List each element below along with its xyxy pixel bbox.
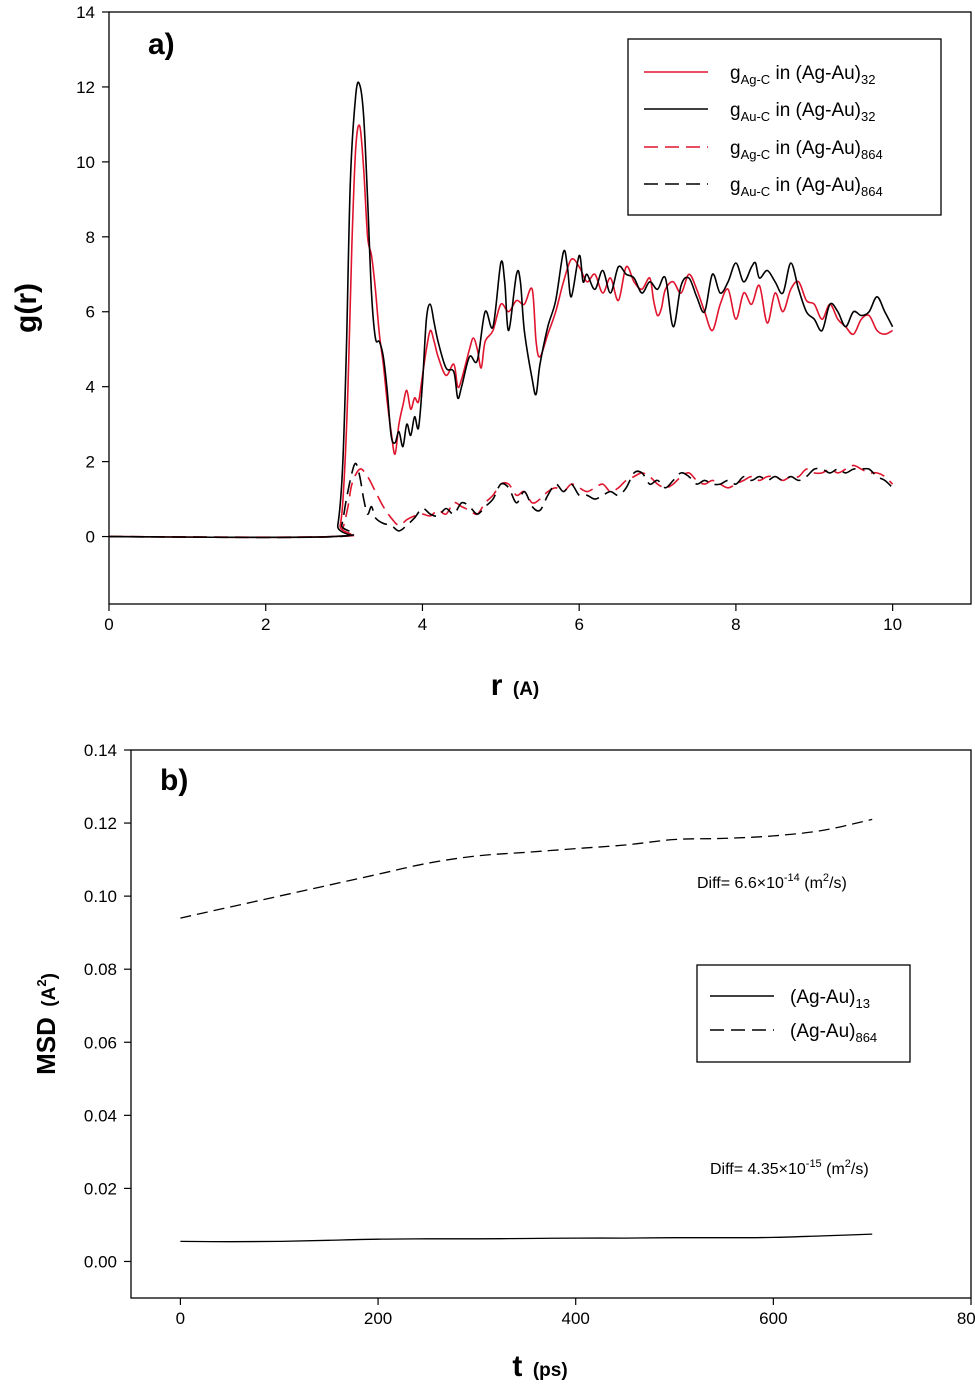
y-tick-label: 10: [76, 153, 95, 172]
x-tick-label: 6: [574, 615, 583, 634]
legend-box-b: [696, 964, 911, 1063]
x-axis-label-b-unit: (ps): [533, 1360, 568, 1381]
legend-b: (Ag-Au)13 (Ag-Au)864: [696, 964, 911, 1063]
series-line-a-1: [108, 124, 893, 539]
y-axis-label-a: g(r): [10, 283, 43, 333]
legend-entry-b-1: (Ag-Au)13: [710, 987, 870, 1011]
axis-ticks-a: 0 2 4 6 8 10 0 2 4 6 8 10 12 14: [76, 3, 902, 634]
y-axis-label-b-main: MSD: [31, 1017, 61, 1075]
series-line-b-1: [180, 1233, 873, 1243]
x-tick-label: 0: [104, 615, 113, 634]
y-tick-label: 4: [86, 378, 95, 397]
y-axis-label-b-unit: (A: [39, 986, 60, 1006]
x-axis-label-b-main: t: [512, 1350, 522, 1383]
legend-a: gAg-C in (Ag-Au)32 gAu-C in (Ag-Au)32 gA…: [627, 38, 942, 216]
y-tick-label: 0.00: [84, 1252, 117, 1271]
x-tick-label: 0: [176, 1309, 185, 1328]
y-axis-label-b-sup: 2: [34, 979, 49, 986]
annotation-diff-13: Diff= 4.35×10-15 (m2/s): [710, 1158, 869, 1178]
panel-b: 0 200 400 600 800 0.00 0.02 0.04 0.06 0.08 0.10 0.1…: [31, 741, 975, 1383]
y-tick-label: 8: [86, 228, 95, 247]
x-tick-label: 10: [883, 615, 902, 634]
axis-ticks-b: 0 200 400 600 800 0.00 0.02 0.04 0.06 0.08 0.10 0.1…: [84, 741, 975, 1328]
x-axis-label-a: r (A): [491, 669, 540, 702]
x-tick-label: 600: [759, 1309, 787, 1328]
panel-label-a: a): [148, 28, 175, 61]
y-tick-label: 0.04: [84, 1106, 117, 1125]
series-group-a: [108, 81, 894, 539]
legend-label-a-2: gAu-C in (Ag-Au)32: [730, 100, 875, 124]
y-tick-label: 14: [76, 3, 95, 22]
y-tick-label: 6: [86, 303, 95, 322]
y-axis-label-b-end: ): [39, 973, 60, 979]
y-tick-label: 0.12: [84, 814, 117, 833]
x-tick-label: 2: [261, 615, 270, 634]
y-tick-label: 2: [86, 453, 95, 472]
x-tick-label: 4: [418, 615, 427, 634]
legend-label-b-1: (Ag-Au)13: [790, 987, 870, 1011]
y-tick-label: 0.06: [84, 1033, 117, 1052]
legend-entry-b-2: (Ag-Au)864: [710, 1021, 877, 1045]
series-group-b: [180, 818, 873, 1243]
legend-entry-a-2: gAu-C in (Ag-Au)32: [644, 100, 875, 124]
y-tick-label: 0.10: [84, 887, 117, 906]
x-axis-label-a-unit: (A): [513, 679, 539, 700]
legend-label-a-3: gAg-C in (Ag-Au)864: [730, 138, 883, 162]
panel-label-b: b): [160, 764, 188, 797]
y-tick-label: 0.08: [84, 960, 117, 979]
y-tick-label: 0.14: [84, 741, 117, 760]
legend-label-b-2: (Ag-Au)864: [790, 1021, 877, 1045]
y-tick-label: 0: [86, 528, 95, 547]
legend-entry-a-3: gAg-C in (Ag-Au)864: [644, 138, 883, 162]
y-tick-label: 12: [76, 78, 95, 97]
x-tick-label: 200: [364, 1309, 392, 1328]
plot-frame-a: [108, 11, 972, 605]
series-line-b-2: [180, 818, 873, 919]
series-line-a-3: [108, 464, 894, 538]
legend-entry-a-4: gAu-C in (Ag-Au)864: [644, 175, 883, 199]
legend-label-a-1: gAg-C in (Ag-Au)32: [730, 63, 875, 87]
y-tick-label: 0.02: [84, 1179, 117, 1198]
plot-frame-b: [130, 749, 972, 1299]
panel-a: 0 2 4 6 8 10 0 2 4 6 8 10 12 14 a) g(r) r (A) gAg-C i…: [10, 3, 972, 702]
x-tick-label: 800: [957, 1309, 975, 1328]
annotation-diff-864: Diff= 6.6×10-14 (m2/s): [697, 872, 847, 892]
series-line-a-2: [108, 81, 894, 539]
legend-box-a: [627, 38, 942, 216]
x-tick-label: 400: [562, 1309, 590, 1328]
x-axis-label-a-main: r: [491, 669, 503, 702]
legend-entry-a-1: gAg-C in (Ag-Au)32: [644, 63, 875, 87]
y-axis-label-b: MSD (A2): [31, 973, 61, 1075]
x-axis-label-b: t (ps): [512, 1350, 567, 1383]
legend-label-a-4: gAu-C in (Ag-Au)864: [730, 175, 883, 199]
series-line-a-4: [108, 462, 894, 539]
x-tick-label: 8: [731, 615, 740, 634]
